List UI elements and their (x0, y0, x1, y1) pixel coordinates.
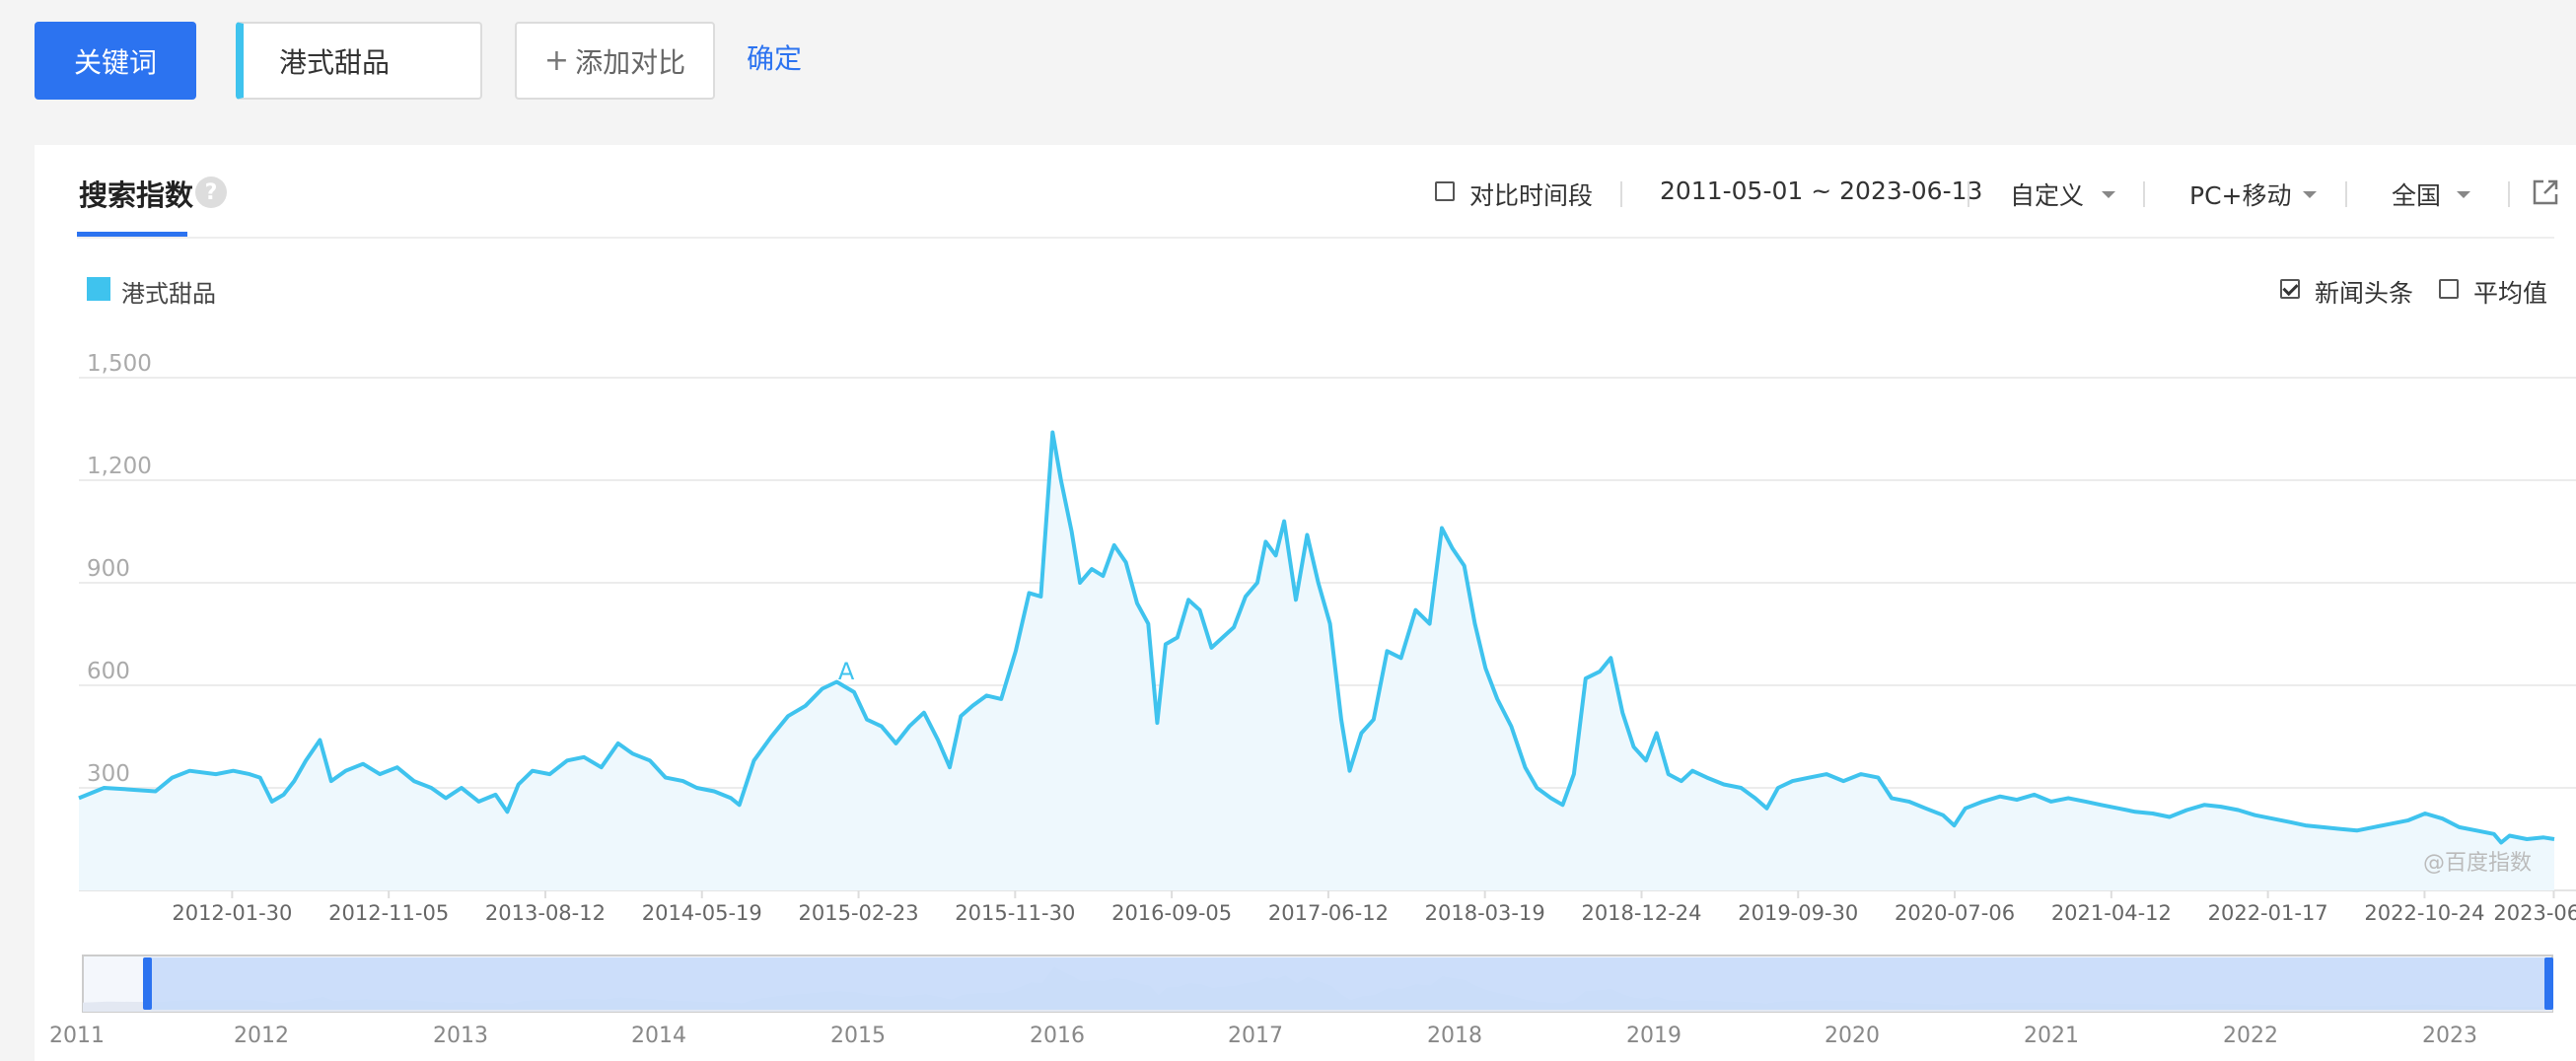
navigator-year-label: 2021 (2024, 1024, 2079, 1048)
y-tick-label: 300 (87, 761, 130, 787)
y-tick-label: 900 (87, 556, 130, 582)
filter-separator (2508, 181, 2510, 207)
navigator-year-label: 2011 (49, 1024, 105, 1048)
watermark: @百度指数 (2423, 851, 2533, 876)
x-tick-label: 2021-04-12 (2050, 901, 2172, 925)
tab-active-indicator (77, 232, 187, 237)
navigator-year-label: 2022 (2223, 1024, 2278, 1048)
x-tick-label: 2020-07-06 (1895, 901, 2016, 925)
x-tick-label: 2017-06-12 (1267, 901, 1389, 925)
time-navigator[interactable] (82, 955, 2553, 1013)
navigator-year-label: 2015 (830, 1024, 886, 1048)
keyword-input[interactable]: 港式甜品 (236, 22, 482, 100)
date-range-picker[interactable]: 2011-05-01 ~ 2023-06-13 (1660, 177, 1983, 205)
device-dropdown[interactable]: PC+移动 (2189, 181, 2292, 210)
average-checkbox[interactable] (2439, 279, 2459, 299)
confirm-link[interactable]: 确定 (747, 42, 803, 75)
x-tick-label: 2022-01-17 (2207, 901, 2328, 925)
region-dropdown[interactable]: 全国 (2392, 181, 2442, 210)
x-tick-label: 2016-09-05 (1111, 901, 1233, 925)
navigator-selection[interactable] (147, 957, 2548, 1010)
chevron-down-icon (2303, 191, 2317, 198)
x-tick-label: 2013-08-12 (484, 901, 606, 925)
external-link-icon[interactable] (2530, 177, 2561, 208)
add-compare-label: 添加对比 (575, 45, 686, 79)
navigator-year-label: 2017 (1228, 1024, 1283, 1048)
news-checkbox[interactable] (2280, 279, 2300, 299)
y-tick-label: 600 (87, 659, 130, 684)
add-compare-button[interactable]: + 添加对比 (515, 22, 715, 100)
x-tick-label: 2019-09-30 (1738, 901, 1859, 925)
x-tick-label: 2012-01-30 (172, 901, 293, 925)
chart-area (78, 430, 2555, 890)
x-tick-label: 2018-03-19 (1424, 901, 1545, 925)
average-label[interactable]: 平均值 (2473, 279, 2548, 308)
navigator-year-label: 2013 (433, 1024, 488, 1048)
custom-range-dropdown[interactable]: 自定义 (2010, 181, 2085, 210)
navigator-year-label: 2016 (1030, 1024, 1085, 1048)
filter-separator (1968, 181, 1969, 207)
x-tick-label: 2023-06-12 (2493, 901, 2576, 925)
keyword-value: 港式甜品 (279, 45, 391, 79)
header-divider (77, 237, 2554, 239)
x-tick-label: 2012-11-05 (328, 901, 450, 925)
x-tick-label: 2015-02-23 (798, 901, 919, 925)
legend-swatch (87, 277, 110, 301)
series-area-fill (79, 432, 2554, 890)
navigator-left-handle[interactable] (143, 957, 152, 1010)
x-tick-label: 2018-12-24 (1581, 901, 1702, 925)
navigator-year-label: 2023 (2422, 1024, 2477, 1048)
tab-search-index[interactable]: 搜索指数 (79, 178, 194, 212)
x-tick-label: 2022-10-24 (2364, 901, 2485, 925)
news-annotation-marker[interactable]: A (837, 658, 855, 685)
chevron-down-icon (2457, 191, 2470, 198)
x-axis-ticks (231, 890, 2555, 898)
navigator-year-label: 2014 (631, 1024, 686, 1048)
navigator-year-label: 2018 (1427, 1024, 1482, 1048)
x-tick-label: 2014-05-19 (641, 901, 762, 925)
filter-separator (2143, 181, 2145, 207)
keyword-button[interactable]: 关键词 (35, 22, 196, 100)
filter-separator (1620, 181, 1622, 207)
filter-separator (2345, 181, 2347, 207)
plus-icon: + (543, 43, 570, 78)
navigator-year-label: 2019 (1626, 1024, 1682, 1048)
series-line[interactable] (78, 430, 2555, 845)
x-tick-label: 2015-11-30 (955, 901, 1076, 925)
legend-label[interactable]: 港式甜品 (121, 280, 216, 308)
compare-period-label[interactable]: 对比时间段 (1469, 181, 1594, 210)
news-label[interactable]: 新闻头条 (2315, 279, 2414, 308)
y-tick-label: 1,200 (87, 454, 152, 479)
y-tick-label: 1,500 (87, 351, 152, 377)
navigator-right-handle[interactable] (2544, 957, 2553, 1010)
chevron-down-icon (2102, 191, 2115, 198)
navigator-year-label: 2012 (234, 1024, 289, 1048)
navigator-year-label: 2020 (1825, 1024, 1880, 1048)
help-icon[interactable]: ? (195, 177, 227, 208)
compare-period-checkbox[interactable] (1435, 181, 1455, 201)
